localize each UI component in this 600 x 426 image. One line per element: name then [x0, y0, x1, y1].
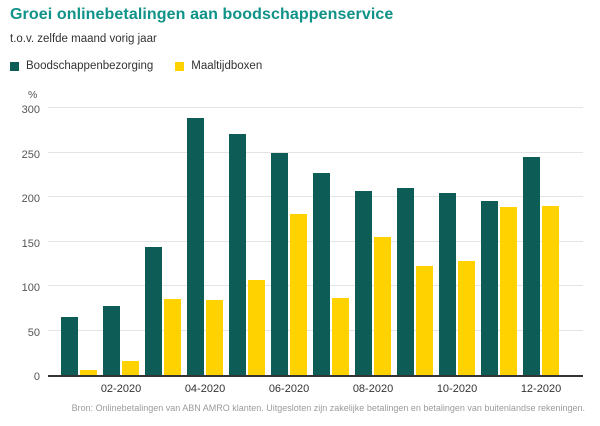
- bar-maaltijdboxen-06-2020: [290, 213, 307, 375]
- x-tick-label-08-2020: 08-2020: [352, 383, 394, 395]
- chart-subtitle: t.o.v. zelfde maand vorig jaar: [10, 33, 157, 45]
- bar-boodschappenbezorging-06-2020: [271, 152, 288, 375]
- bar-boodschappenbezorging-08-2020: [355, 190, 372, 375]
- bar-maaltijdboxen-01-2020: [80, 369, 97, 375]
- y-tick-label-0: 0: [33, 371, 40, 383]
- y-axis-unit-label: %: [28, 89, 38, 101]
- bar-boodschappenbezorging-05-2020: [229, 133, 246, 375]
- y-tick-label-100: 100: [21, 282, 40, 294]
- y-tick-label-300: 300: [21, 104, 40, 116]
- y-tick-label-250: 250: [21, 148, 40, 161]
- bar-maaltijdboxen-10-2020: [458, 261, 475, 375]
- bar-maaltijdboxen-07-2020: [332, 298, 349, 375]
- bar-boodschappenbezorging-07-2020: [313, 172, 330, 375]
- y-tick-label-200: 200: [21, 193, 40, 205]
- bar-boodschappenbezorging-10-2020: [439, 192, 456, 375]
- bar-maaltijdboxen-02-2020: [122, 360, 139, 375]
- bar-maaltijdboxen-12-2020: [542, 205, 559, 375]
- bar-maaltijdboxen-09-2020: [416, 265, 433, 375]
- x-tick-label-12-2020: 12-2020: [520, 383, 562, 395]
- bar-boodschappenbezorging-02-2020: [103, 306, 120, 375]
- chart-title: Groei onlinebetalingen aan boodschappens…: [10, 6, 394, 23]
- bar-maaltijdboxen-08-2020: [374, 237, 391, 375]
- bar-boodschappenbezorging-04-2020: [187, 117, 204, 375]
- x-tick-label-04-2020: 04-2020: [184, 383, 226, 395]
- legend-label: Boodschappenbezorging: [26, 60, 154, 72]
- bar-maaltijdboxen-11-2020: [500, 206, 517, 375]
- bar-boodschappenbezorging-01-2020: [61, 317, 78, 375]
- bar-maaltijdboxen-03-2020: [164, 299, 181, 375]
- bar-maaltijdboxen-05-2020: [248, 279, 265, 375]
- legend-item-maaltijdboxen: Maaltijdboxen: [175, 60, 262, 72]
- legend-swatch-icon: [175, 61, 185, 71]
- bar-maaltijdboxen-04-2020: [206, 300, 223, 375]
- bar-boodschappenbezorging-09-2020: [397, 188, 414, 375]
- bar-boodschappenbezorging-11-2020: [481, 200, 498, 375]
- legend-item-boodschappenbezorging: Boodschappenbezorging: [10, 60, 153, 72]
- bar-boodschappenbezorging-12-2020: [523, 156, 540, 375]
- x-tick-label-06-2020: 06-2020: [268, 383, 310, 395]
- legend-swatch-icon: [10, 61, 19, 71]
- gridline-300: [48, 107, 583, 108]
- chart-legend: Boodschappenbezorging Maaltijdboxen: [10, 60, 262, 72]
- source-note: Bron: Onlinebetalingen van ABN AMRO klan…: [71, 403, 585, 413]
- gridline-250: [48, 151, 583, 153]
- legend-label: Maaltijdboxen: [191, 60, 263, 72]
- x-tick-label-10-2020: 10-2020: [436, 383, 478, 395]
- y-tick-label-50: 50: [27, 326, 40, 339]
- bar-boodschappenbezorging-03-2020: [145, 246, 162, 375]
- plot-area: [48, 107, 583, 377]
- y-tick-label-150: 150: [21, 237, 40, 250]
- x-tick-label-02-2020: 02-2020: [100, 383, 142, 395]
